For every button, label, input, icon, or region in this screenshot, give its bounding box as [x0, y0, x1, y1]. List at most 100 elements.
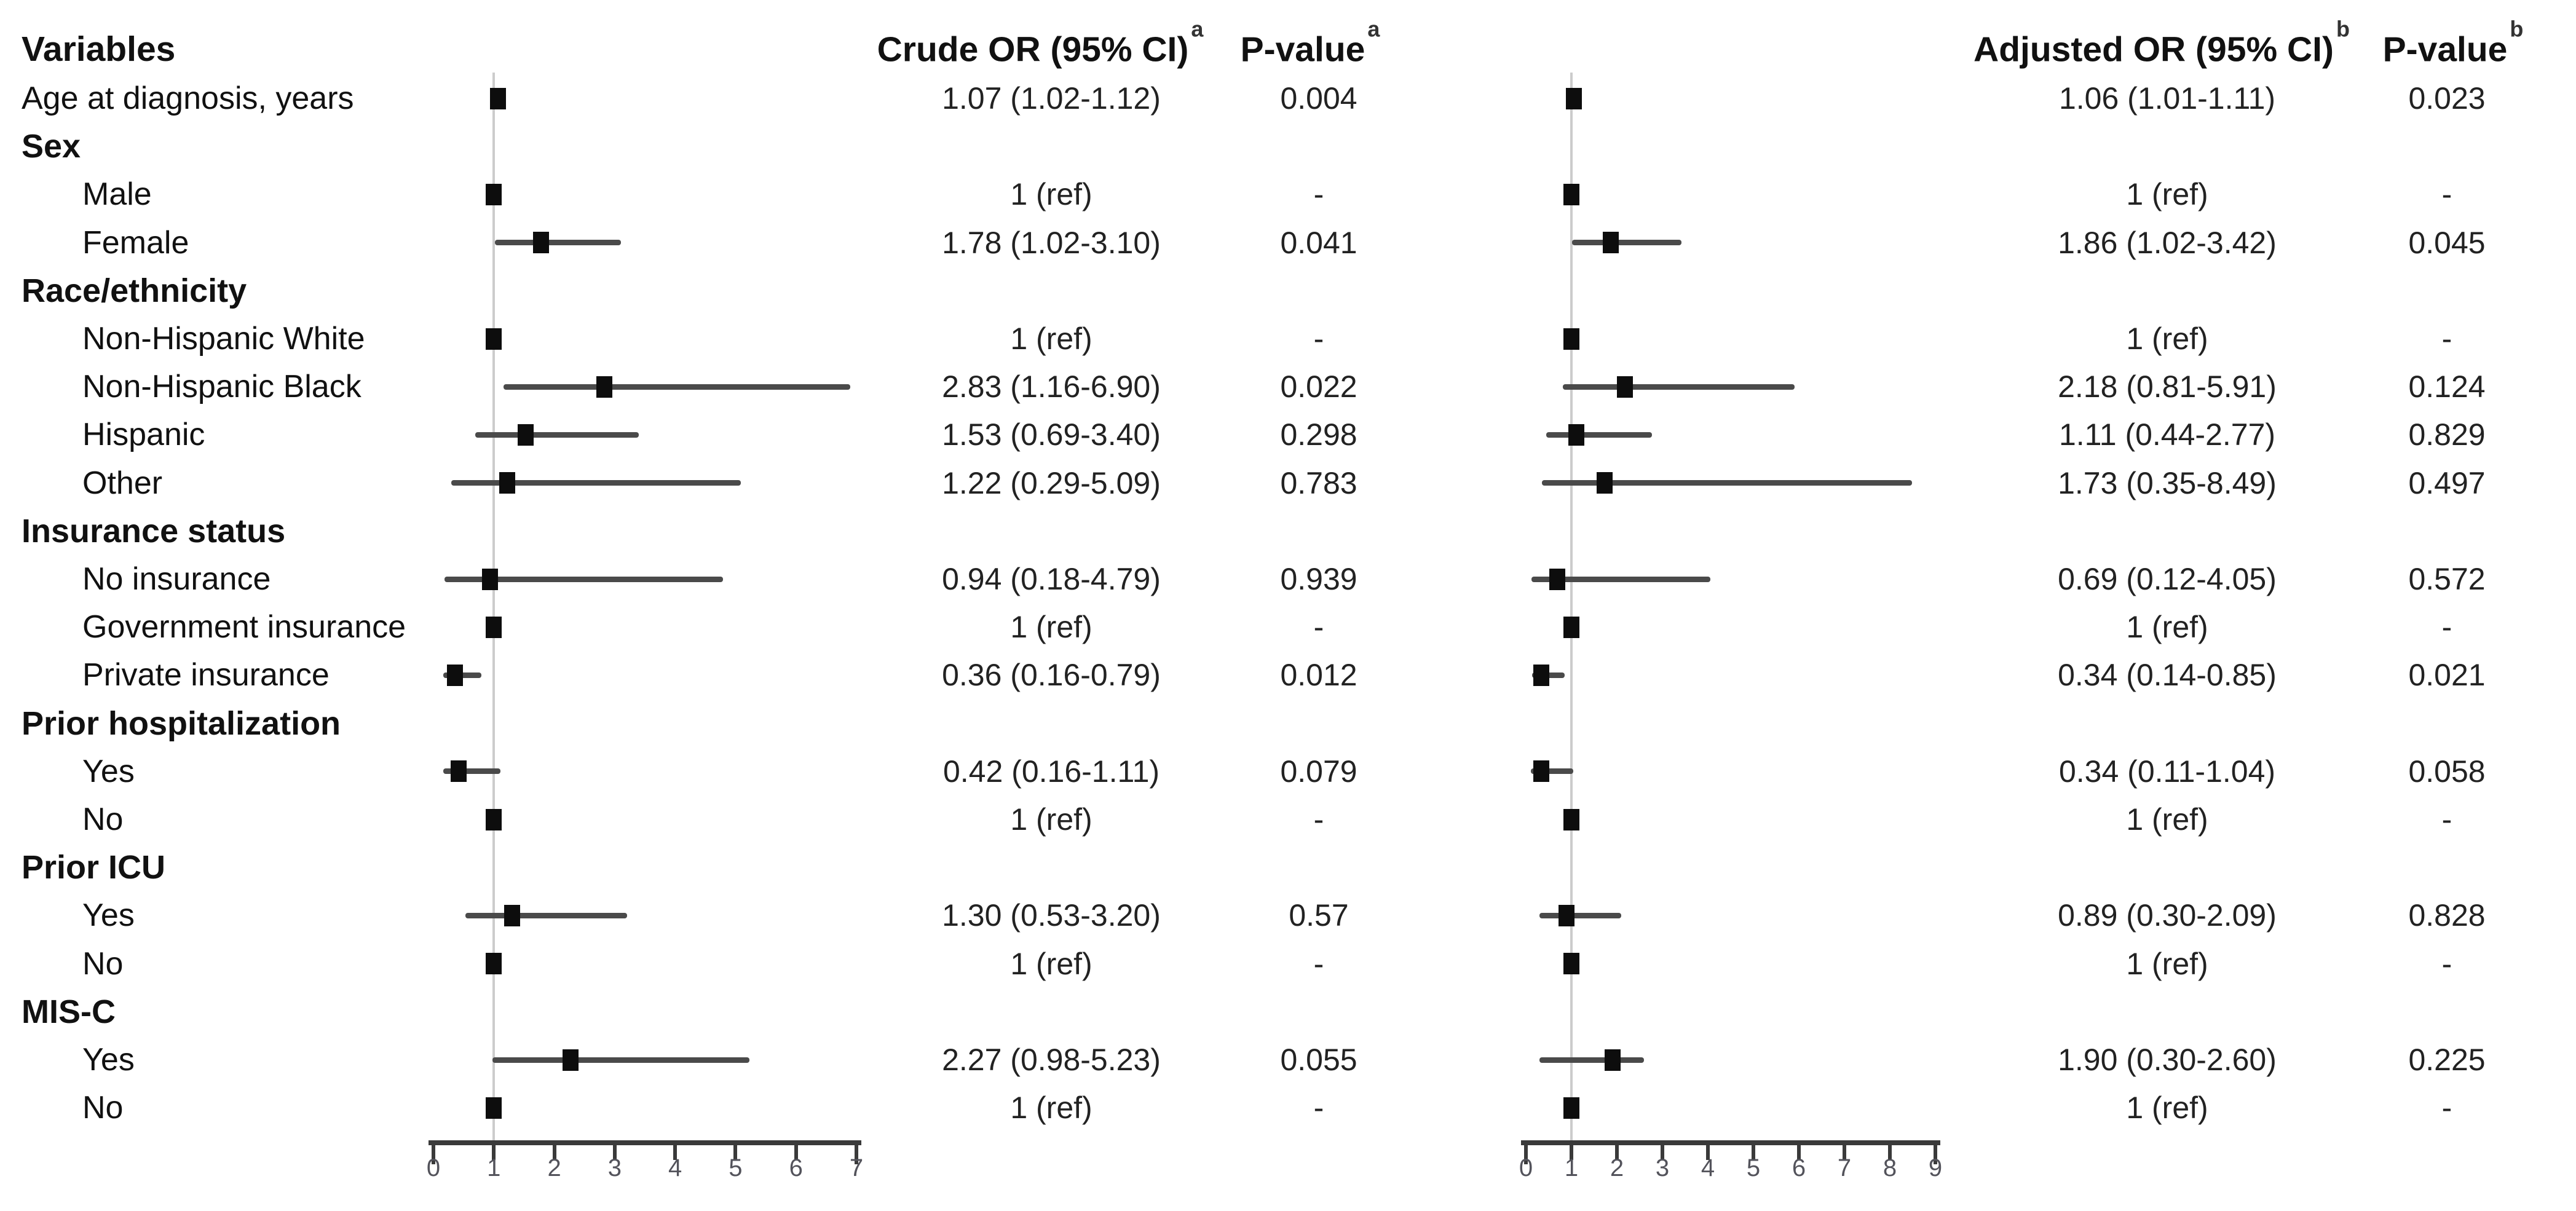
adjusted-p-value: - — [2441, 946, 2452, 981]
adjusted-ci-line — [1531, 576, 1710, 582]
crude-or-value: 1.07 (1.02-1.12) — [942, 81, 1161, 116]
adjusted-p-value: 0.045 — [2408, 225, 2486, 260]
variable-item-label: Non-Hispanic White — [82, 321, 365, 357]
variable-section-label: MIS-C — [22, 993, 116, 1030]
adjusted-point-estimate-marker — [1563, 328, 1579, 350]
crude-ci-line — [492, 1057, 750, 1063]
crude-p-value: 0.041 — [1280, 225, 1357, 260]
adjusted-p-value: 0.124 — [2408, 369, 2486, 404]
crude-ci-line — [475, 432, 639, 438]
variable-item-label: Yes — [82, 897, 135, 934]
adjusted-x-axis-tick-label: 0 — [1519, 1154, 1533, 1181]
adjusted-point-estimate-marker — [1568, 424, 1585, 446]
crude-point-estimate-marker — [518, 424, 534, 446]
adjusted-x-axis-tick-label: 3 — [1655, 1154, 1670, 1181]
crude-or-value: 1 (ref) — [1010, 177, 1092, 212]
crude-point-estimate-marker — [486, 616, 502, 638]
crude-x-axis-tick — [492, 1144, 496, 1160]
crude-point-estimate-marker — [596, 376, 613, 398]
adjusted-p-value: - — [2441, 610, 2452, 645]
variables-column-header: Variables — [22, 30, 176, 69]
crude-pvalue-header-superscript: a — [1367, 16, 1380, 42]
crude-pvalue-column-header: P-valuea — [1241, 17, 1380, 70]
crude-or-value: 1 (ref) — [1010, 1091, 1092, 1126]
crude-p-value: 0.079 — [1280, 754, 1357, 789]
crude-x-axis-tick-label: 1 — [487, 1154, 501, 1181]
adjusted-or-value: 1 (ref) — [2126, 802, 2208, 837]
adjusted-point-estimate-marker — [1566, 87, 1582, 109]
variable-item-label: Private insurance — [82, 657, 330, 693]
adjusted-p-value: - — [2441, 321, 2452, 356]
adjusted-or-column-header: Adjusted OR (95% CI)b — [1973, 17, 2350, 70]
adjusted-ci-line — [1546, 432, 1652, 438]
crude-p-value: - — [1313, 946, 1324, 981]
adjusted-point-estimate-marker — [1604, 1049, 1621, 1071]
crude-point-estimate-marker — [482, 568, 499, 590]
crude-x-axis-tick — [552, 1144, 556, 1160]
adjusted-point-estimate-marker — [1563, 183, 1579, 205]
adjusted-p-value: 0.058 — [2408, 754, 2486, 789]
crude-x-axis-tick-label: 2 — [547, 1154, 561, 1181]
crude-x-axis-tick — [733, 1144, 738, 1160]
adjusted-x-axis-tick-label: 8 — [1883, 1154, 1897, 1181]
crude-or-value: 2.83 (1.16-6.90) — [942, 369, 1161, 404]
crude-p-value: 0.004 — [1280, 81, 1357, 116]
adjusted-p-value: 0.497 — [2408, 465, 2486, 500]
adjusted-or-value: 1 (ref) — [2126, 610, 2208, 645]
adjusted-point-estimate-marker — [1563, 616, 1579, 638]
adjusted-or-value: 0.89 (0.30-2.09) — [2058, 898, 2277, 933]
crude-or-value: 1.22 (0.29-5.09) — [942, 465, 1161, 500]
crude-or-value: 1 (ref) — [1010, 946, 1092, 981]
adjusted-or-value: 1 (ref) — [2126, 321, 2208, 356]
crude-x-axis-tick-label: 7 — [849, 1154, 864, 1181]
adjusted-or-value: 1.06 (1.01-1.11) — [2058, 81, 2276, 116]
crude-point-estimate-marker — [504, 904, 520, 926]
adjusted-or-value: 1.11 (0.44-2.77) — [2058, 417, 2276, 452]
crude-x-axis-tick — [673, 1144, 678, 1160]
crude-point-estimate-marker — [451, 760, 467, 783]
adjusted-p-value: 0.021 — [2408, 658, 2486, 693]
adjusted-point-estimate-marker — [1549, 568, 1566, 590]
adjusted-p-value: 0.828 — [2408, 898, 2486, 933]
variable-item-label: Yes — [82, 753, 135, 789]
crude-p-value: - — [1313, 1091, 1324, 1126]
variable-item-label: No — [82, 945, 124, 982]
crude-point-estimate-marker — [563, 1049, 579, 1071]
crude-p-value: 0.012 — [1280, 658, 1357, 693]
crude-x-axis-tick — [794, 1144, 798, 1160]
crude-x-axis-tick-label: 3 — [607, 1154, 622, 1181]
adjusted-x-axis-tick — [1888, 1144, 1892, 1160]
adjusted-reference-line — [1570, 73, 1573, 1140]
crude-p-value: - — [1313, 177, 1324, 212]
adjusted-point-estimate-marker — [1602, 232, 1619, 254]
crude-point-estimate-marker — [486, 328, 502, 350]
crude-x-axis-tick-label: 4 — [668, 1154, 682, 1181]
adjusted-x-axis-tick — [1615, 1144, 1619, 1160]
crude-p-value: 0.055 — [1280, 1043, 1357, 1077]
crude-p-value: 0.022 — [1280, 369, 1357, 404]
crude-point-estimate-marker — [486, 808, 502, 830]
crude-p-value: 0.57 — [1289, 898, 1349, 933]
adjusted-or-value: 0.69 (0.12-4.05) — [2058, 562, 2277, 596]
crude-or-value: 1.78 (1.02-3.10) — [942, 225, 1161, 260]
crude-or-value: 1 (ref) — [1010, 610, 1092, 645]
adjusted-p-value: 0.829 — [2408, 417, 2486, 452]
crude-or-value: 1 (ref) — [1010, 321, 1092, 356]
crude-x-axis-tick-label: 0 — [426, 1154, 441, 1181]
crude-x-axis-tick — [612, 1144, 617, 1160]
adjusted-x-axis-tick — [1843, 1144, 1846, 1160]
variable-item-label: Government insurance — [82, 609, 406, 645]
adjusted-ci-line — [1562, 384, 1795, 390]
crude-or-value: 1.53 (0.69-3.40) — [942, 417, 1161, 452]
crude-or-value: 1 (ref) — [1010, 802, 1092, 837]
adjusted-or-value: 0.34 (0.14-0.85) — [2058, 658, 2277, 693]
crude-point-estimate-marker — [447, 664, 464, 686]
crude-or-header-superscript: a — [1191, 16, 1204, 42]
adjusted-point-estimate-marker — [1597, 472, 1613, 494]
variable-item-label: Yes — [82, 1042, 135, 1078]
variable-item-label: No — [82, 1090, 124, 1126]
adjusted-x-axis-tick-label: 6 — [1792, 1154, 1806, 1181]
adjusted-or-value: 1.86 (1.02-3.42) — [2058, 225, 2277, 260]
adjusted-p-value: 0.572 — [2408, 562, 2486, 596]
